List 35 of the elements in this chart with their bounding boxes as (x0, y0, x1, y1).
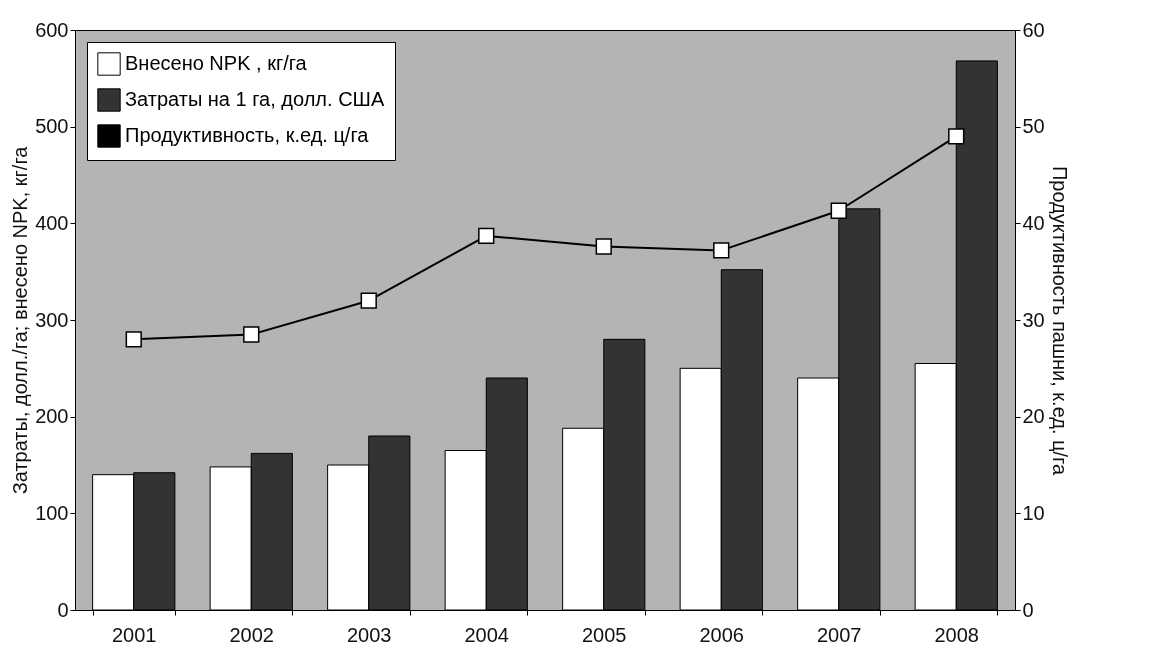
legend-label: Продуктивность, к.ед. ц/га (125, 124, 370, 146)
point (478, 227, 495, 245)
point (713, 242, 730, 259)
x-tick-label: 2004 (464, 623, 509, 646)
point (948, 128, 965, 145)
x-tick-label: 2007 (817, 623, 862, 646)
y-tick-label: 100 (35, 501, 69, 524)
x-tick-label: 2005 (582, 623, 627, 646)
point (243, 326, 260, 343)
point (360, 292, 377, 309)
x-tick-label: 2003 (347, 623, 392, 646)
point (125, 331, 142, 348)
x-tick-label: 2002 (229, 623, 274, 646)
y-tick-label: 300 (35, 308, 69, 331)
y2-tick-label: 50 (1022, 115, 1045, 138)
point (595, 238, 612, 255)
point (830, 202, 847, 219)
y-tick-label: 0 (57, 598, 69, 621)
x-tick-label: 2008 (934, 623, 979, 646)
legend-label: Внесено NPK , кг/га (125, 52, 308, 74)
x-tick-label: 2001 (112, 623, 157, 646)
x-tick-label: 2006 (699, 623, 744, 646)
y-tick-label: 500 (35, 115, 69, 138)
y2-tick-label: 0 (1022, 598, 1034, 621)
y-tick-label: 200 (35, 405, 69, 428)
y2-tick-label: 60 (1022, 18, 1045, 41)
y2-axis-title: Продуктивность пашни, к.ед. ц/га (1048, 165, 1071, 476)
y2-tick-label: 10 (1022, 501, 1045, 524)
legend-label: Затраты на 1 га, долл. США (125, 88, 385, 110)
y-tick-label: 600 (35, 18, 69, 41)
y2-tick-label: 30 (1022, 308, 1045, 331)
y-tick-label: 400 (35, 211, 69, 234)
y-axis-title: Затраты, долл./га; внесено NPK, кг/га (9, 145, 32, 495)
y2-tick-label: 40 (1022, 211, 1045, 234)
y2-tick-label: 20 (1022, 405, 1045, 428)
